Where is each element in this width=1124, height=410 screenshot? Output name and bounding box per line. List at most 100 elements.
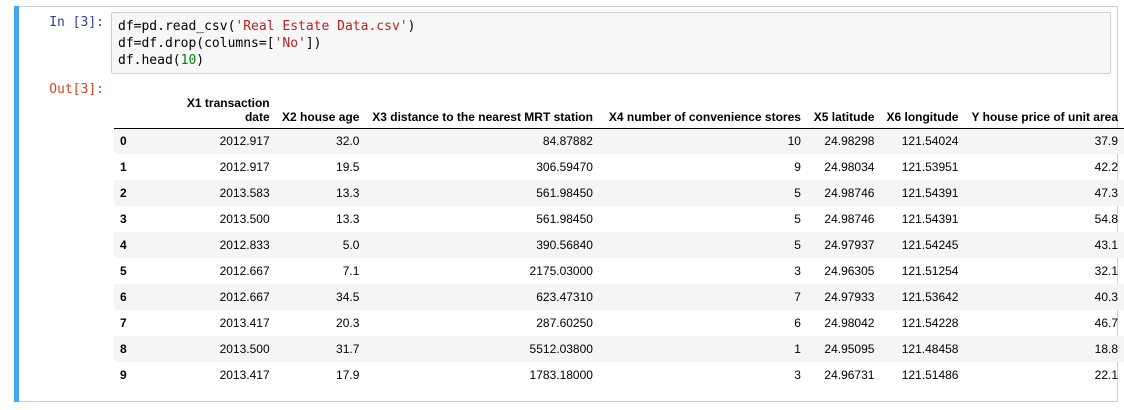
input-prompt: In [3]: bbox=[49, 15, 104, 30]
table-cell: 561.98450 bbox=[536, 212, 593, 226]
row-index: 5 bbox=[120, 264, 127, 278]
table-cell: 32.1 bbox=[1094, 264, 1118, 278]
table-cell: 24.95095 bbox=[824, 342, 875, 356]
table-row: 0 2012.917 32.0 84.87882 10 24.98298 121.54024… bbox=[114, 128, 1124, 154]
table-row: 8 2013.500 31.7 5512.03800 1 24.95095 121.4845… bbox=[114, 336, 1124, 362]
table-cell: 43.1 bbox=[1094, 238, 1118, 252]
table-cell: 24.98042 bbox=[824, 316, 875, 330]
table-cell: 46.7 bbox=[1094, 316, 1118, 330]
row-index: 4 bbox=[120, 238, 127, 252]
cell-output: X1 transaction date X2 house age X3 dist… bbox=[114, 82, 1124, 388]
table-cell: 306.59470 bbox=[536, 160, 593, 174]
table-cell: 2012.667 bbox=[219, 264, 270, 278]
table-cell: 121.53951 bbox=[901, 160, 959, 174]
table-cell: 121.48458 bbox=[901, 342, 959, 356]
table-cell: 5.0 bbox=[342, 238, 360, 252]
column-header: X1 transaction date bbox=[151, 82, 276, 129]
cell-selection-bar bbox=[14, 6, 19, 402]
table-header-row: X1 transaction date X2 house age X3 dist… bbox=[114, 82, 1124, 129]
table-cell: 287.60250 bbox=[536, 316, 593, 330]
row-index: 8 bbox=[120, 342, 127, 356]
table-cell: 2012.833 bbox=[219, 238, 270, 252]
table-cell: 31.7 bbox=[336, 342, 360, 356]
table-cell: 2012.667 bbox=[219, 290, 270, 304]
table-cell: 2013.500 bbox=[219, 342, 270, 356]
row-index: 1 bbox=[120, 160, 127, 174]
dataframe-table: X1 transaction date X2 house age X3 dist… bbox=[114, 82, 1124, 388]
table-cell: 37.9 bbox=[1094, 134, 1118, 149]
table-cell: 13.3 bbox=[336, 186, 360, 200]
table-cell: 623.47310 bbox=[536, 290, 593, 304]
column-header: X6 longitude bbox=[880, 82, 965, 129]
table-cell: 561.98450 bbox=[536, 186, 593, 200]
table-cell: 121.54245 bbox=[901, 238, 959, 252]
table-cell: 7.1 bbox=[342, 264, 360, 278]
column-header: X3 distance to the nearest MRT station bbox=[365, 82, 599, 129]
row-index: 7 bbox=[120, 316, 127, 330]
column-header: Y house price of unit area bbox=[964, 82, 1124, 129]
table-cell: 121.54228 bbox=[901, 316, 959, 330]
table-cell: 6 bbox=[794, 316, 801, 330]
table-cell: 1 bbox=[794, 342, 801, 356]
table-cell: 84.87882 bbox=[542, 134, 593, 149]
table-cell: 3 bbox=[794, 264, 801, 278]
index-header bbox=[114, 82, 152, 129]
table-cell: 54.8 bbox=[1094, 212, 1118, 226]
code-line-3: df.head(10) bbox=[118, 53, 205, 68]
output-prompt: Out[3]: bbox=[49, 82, 104, 97]
table-cell: 2013.583 bbox=[219, 186, 270, 200]
table-cell: 7 bbox=[794, 290, 801, 304]
table-cell: 390.56840 bbox=[536, 238, 593, 252]
table-cell: 121.54391 bbox=[901, 212, 959, 226]
table-row: 2 2013.583 13.3 561.98450 5 24.98746 121.54391… bbox=[114, 180, 1124, 206]
row-index: 2 bbox=[120, 186, 127, 200]
table-cell: 24.96731 bbox=[824, 368, 875, 382]
column-header: X2 house age bbox=[275, 82, 366, 129]
table-row: 1 2012.917 19.5 306.59470 9 24.98034 121.53951… bbox=[114, 154, 1124, 180]
table-cell: 121.54024 bbox=[901, 134, 959, 149]
table-cell: 2175.03000 bbox=[529, 264, 593, 278]
table-row: 4 2012.833 5.0 390.56840 5 24.97937 121.54245 4… bbox=[114, 232, 1124, 258]
code-editor[interactable]: df=pd.read_csv('Real Estate Data.csv') d… bbox=[111, 12, 1111, 74]
table-cell: 22.1 bbox=[1094, 368, 1118, 382]
table-cell: 5512.03800 bbox=[529, 342, 593, 356]
table-cell: 34.5 bbox=[336, 290, 360, 304]
table-cell: 1783.18000 bbox=[529, 368, 593, 382]
table-cell: 2013.417 bbox=[219, 368, 270, 382]
table-cell: 2012.917 bbox=[219, 134, 270, 149]
code-line-2: df=df.drop(columns=['No']) bbox=[118, 36, 322, 51]
table-cell: 47.3 bbox=[1094, 186, 1118, 200]
table-cell: 121.53642 bbox=[901, 290, 959, 304]
table-cell: 24.98298 bbox=[824, 134, 875, 149]
table-cell: 18.8 bbox=[1094, 342, 1118, 356]
table-cell: 19.5 bbox=[336, 160, 360, 174]
table-cell: 3 bbox=[794, 368, 801, 382]
table-row: 7 2013.417 20.3 287.60250 6 24.98042 121.54228… bbox=[114, 310, 1124, 336]
table-cell: 17.9 bbox=[336, 368, 360, 382]
table-cell: 40.3 bbox=[1094, 290, 1118, 304]
table-row: 9 2013.417 17.9 1783.18000 3 24.96731 121.5148… bbox=[114, 362, 1124, 388]
table-cell: 24.97937 bbox=[824, 238, 875, 252]
table-cell: 121.51254 bbox=[901, 264, 959, 278]
table-cell: 2013.417 bbox=[219, 316, 270, 330]
code-line-1: df=pd.read_csv('Real Estate Data.csv') bbox=[118, 19, 416, 34]
table-row: 6 2012.667 34.5 623.47310 7 24.97933 121.53642… bbox=[114, 284, 1124, 310]
table-cell: 20.3 bbox=[336, 316, 360, 330]
table-cell: 2012.917 bbox=[219, 160, 270, 174]
table-cell: 5 bbox=[794, 238, 801, 252]
column-header: X5 latitude bbox=[806, 82, 881, 129]
table-cell: 10 bbox=[787, 134, 801, 149]
row-index: 9 bbox=[120, 368, 127, 382]
table-cell: 32.0 bbox=[336, 134, 360, 149]
table-cell: 13.3 bbox=[336, 212, 360, 226]
table-cell: 121.51486 bbox=[901, 368, 959, 382]
table-cell: 121.54391 bbox=[901, 186, 959, 200]
table-cell: 24.97933 bbox=[824, 290, 875, 304]
table-row: 5 2012.667 7.1 2175.03000 3 24.96305 121.51254… bbox=[114, 258, 1124, 284]
table-row: 3 2013.500 13.3 561.98450 5 24.98746 121.54391… bbox=[114, 206, 1124, 232]
table-cell: 2013.500 bbox=[219, 212, 270, 226]
table-cell: 5 bbox=[794, 212, 801, 226]
table-cell: 5 bbox=[794, 186, 801, 200]
row-index: 6 bbox=[120, 290, 127, 304]
table-cell: 24.96305 bbox=[824, 264, 875, 278]
